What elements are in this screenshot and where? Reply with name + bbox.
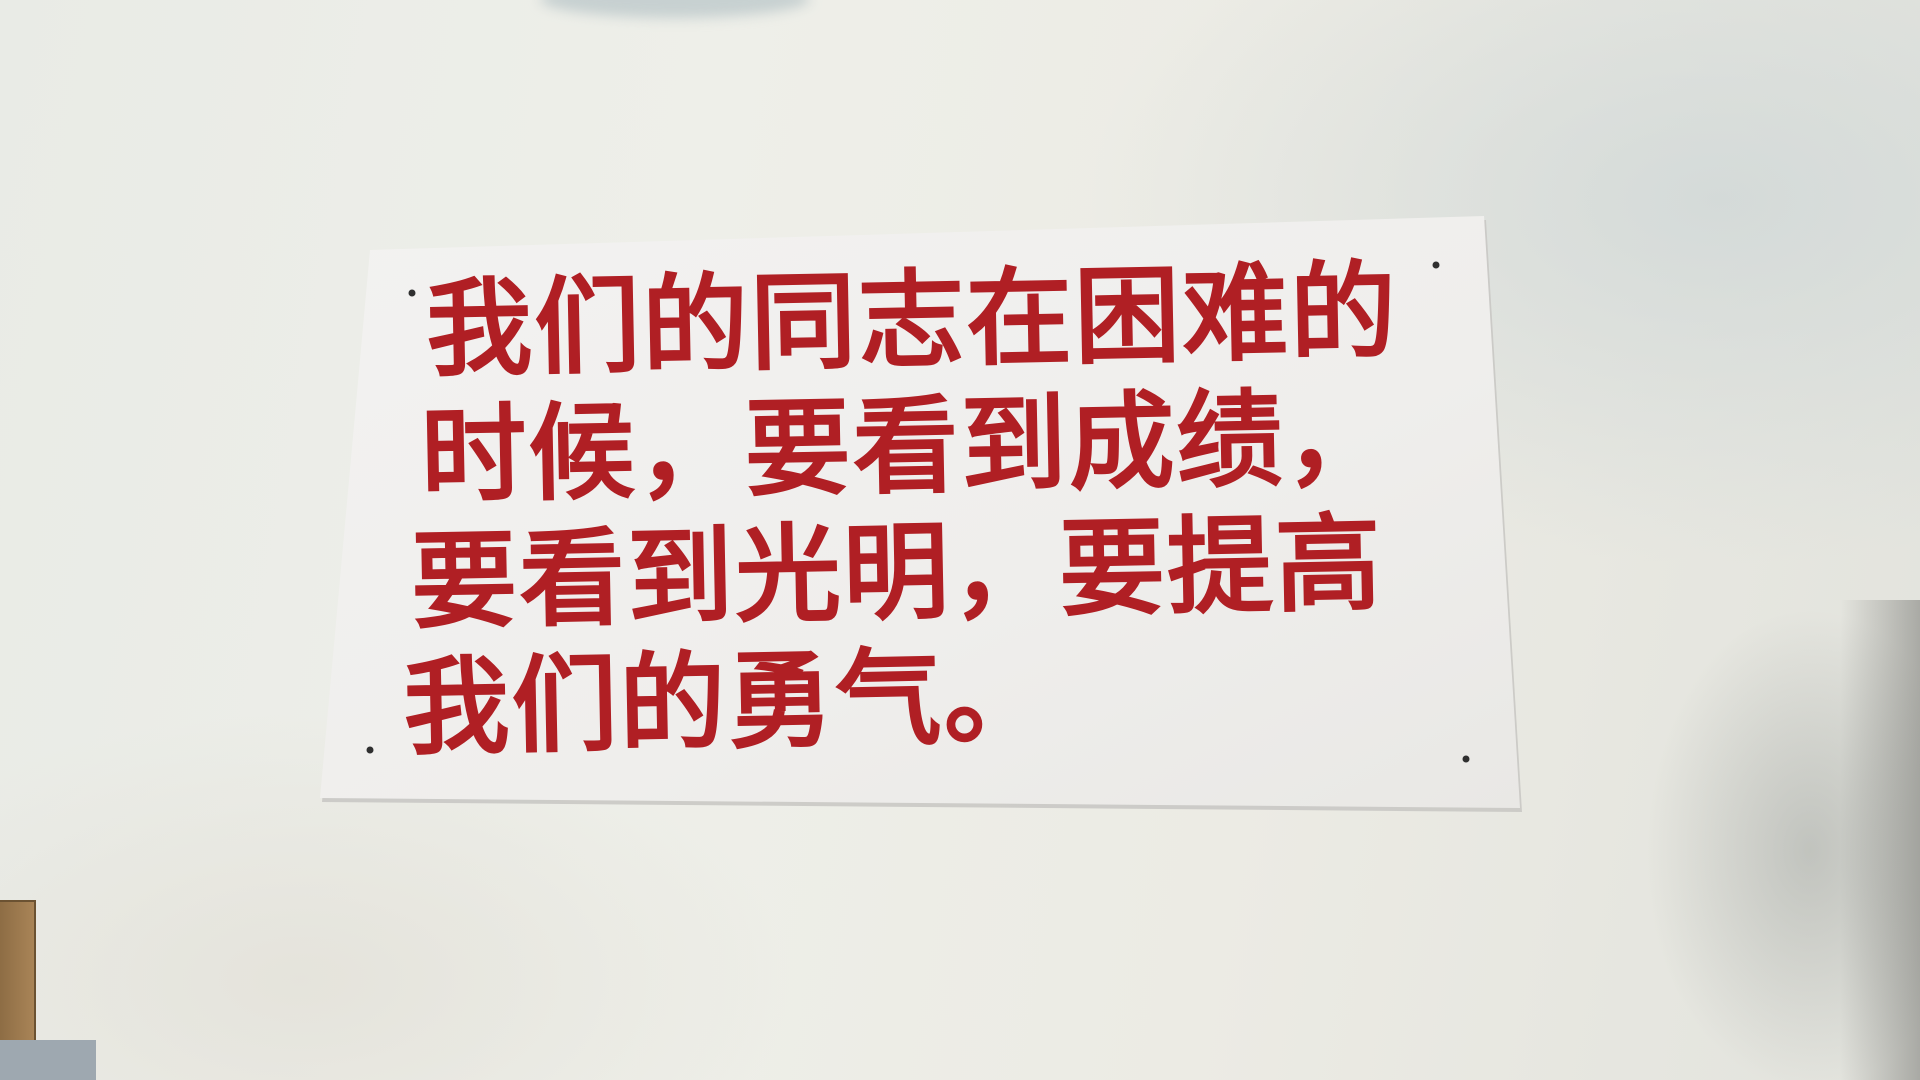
- sign-quote-text: 我们的同志在困难的 时候，要看到成绩， 要看到光明，要提高 我们的勇气。: [395, 248, 1454, 772]
- sign-line-1: 我们的同志在困难的: [425, 249, 1400, 392]
- screw-icon: [366, 746, 374, 754]
- edge-shadow: [1840, 600, 1920, 1080]
- screw-icon: [408, 289, 416, 297]
- sign-board-surface: [320, 216, 1520, 808]
- floor-object: [0, 1040, 96, 1080]
- sign-line-2: 时候，要看到成绩，: [419, 375, 1394, 518]
- ceiling-lamp-shadow: [540, 0, 810, 18]
- screw-icon: [1462, 755, 1470, 763]
- sign-line-3: 要看到光明，要提高: [409, 502, 1385, 644]
- screw-icon: [1432, 261, 1440, 269]
- sign-line-4: 我们的勇气。: [402, 634, 1053, 770]
